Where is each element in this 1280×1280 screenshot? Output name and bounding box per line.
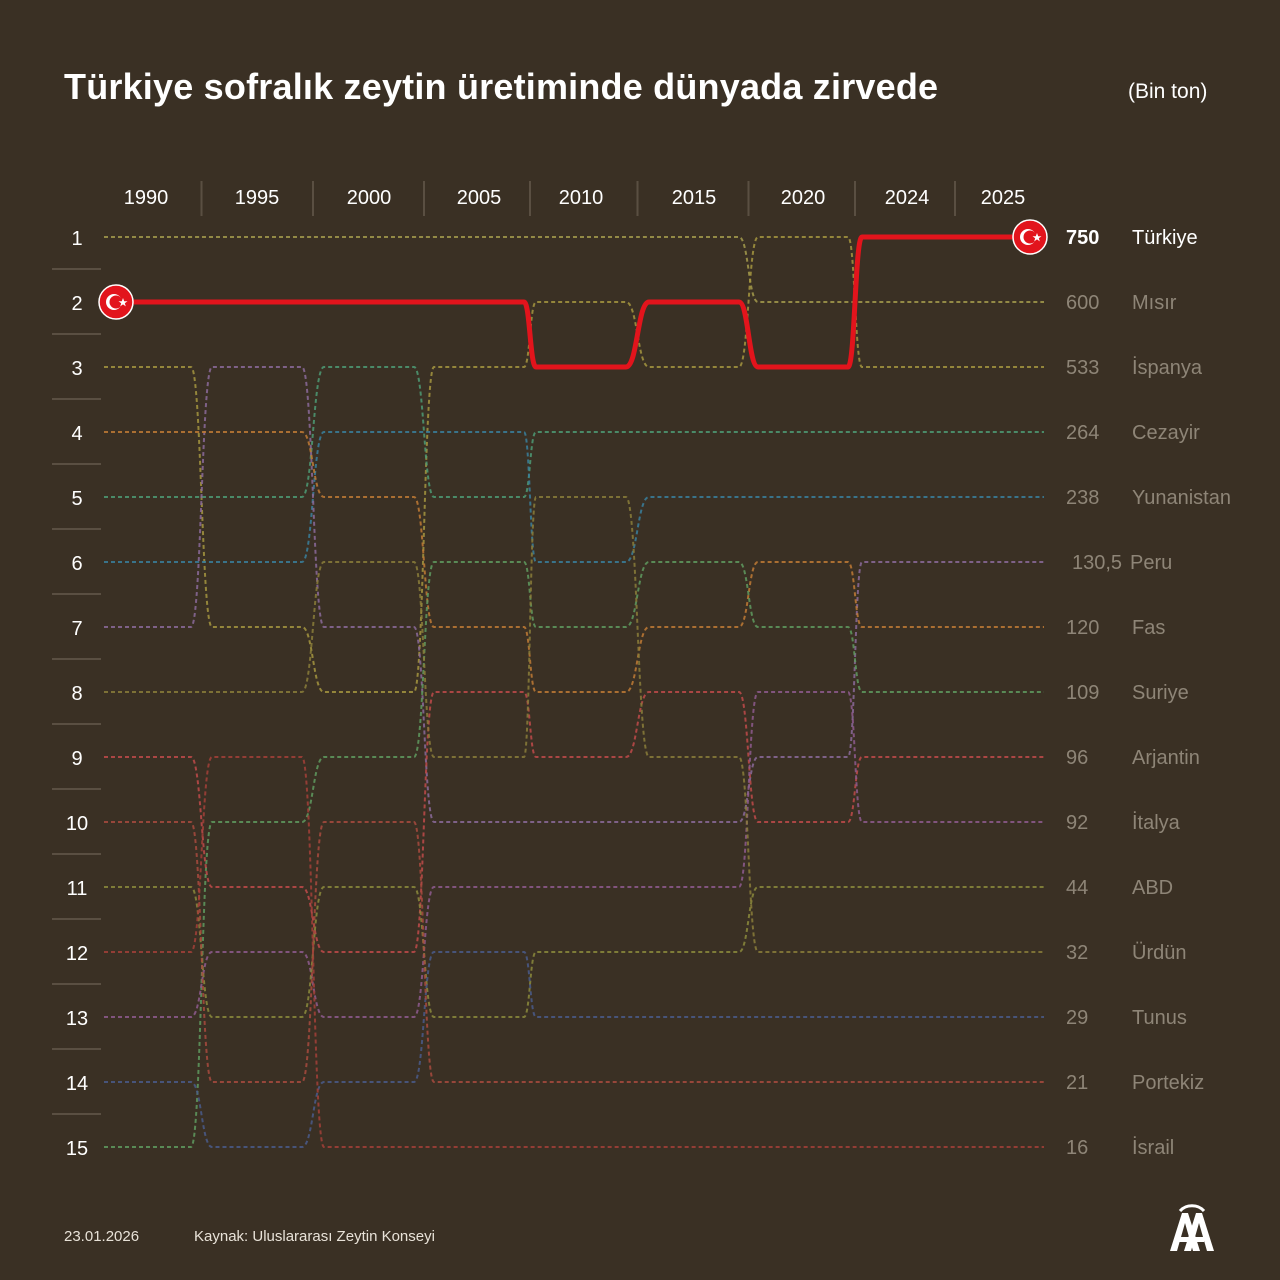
rank-label: 4 bbox=[71, 423, 82, 445]
series-line bbox=[104, 821, 1044, 1083]
series-value: 120 bbox=[1066, 617, 1099, 639]
unit-label: (Bin ton) bbox=[1128, 80, 1208, 103]
rank-label: 12 bbox=[66, 943, 88, 965]
series-line bbox=[104, 691, 1044, 1018]
series-value: 32 bbox=[1066, 942, 1088, 964]
series-name: Portekiz bbox=[1132, 1072, 1204, 1094]
series-name: Ürdün bbox=[1132, 942, 1186, 964]
series-line bbox=[104, 886, 1044, 1018]
series-value: 264 bbox=[1066, 422, 1099, 444]
flag-star bbox=[1032, 233, 1042, 242]
series-line bbox=[104, 756, 1044, 1149]
series-value: 29 bbox=[1066, 1007, 1088, 1029]
series-value: 130,5 bbox=[1072, 552, 1122, 574]
year-label: 2020 bbox=[781, 187, 826, 209]
series-value: 600 bbox=[1066, 292, 1099, 314]
series-value: 96 bbox=[1066, 747, 1088, 769]
chart-title: Türkiye sofralık zeytin üretiminde dünya… bbox=[64, 66, 939, 107]
year-label: 2025 bbox=[981, 187, 1026, 209]
series-line bbox=[104, 951, 1044, 1148]
series-name: Mısır bbox=[1132, 292, 1177, 314]
series-value: 16 bbox=[1066, 1137, 1088, 1159]
rank-label: 2 bbox=[71, 293, 82, 315]
series-line bbox=[104, 430, 1044, 693]
year-label: 2010 bbox=[559, 187, 604, 209]
series-name: İtalya bbox=[1132, 811, 1181, 834]
footer-source: Kaynak: Uluslararası Zeytin Konseyi bbox=[194, 1228, 435, 1245]
rank-label: 15 bbox=[66, 1138, 88, 1160]
series-value: 750 bbox=[1066, 227, 1099, 249]
rank-label: 14 bbox=[66, 1073, 88, 1095]
series-line bbox=[104, 236, 1044, 303]
rank-label: 5 bbox=[71, 488, 82, 510]
series-name: Arjantin bbox=[1132, 747, 1200, 769]
rank-label: 7 bbox=[71, 618, 82, 640]
series-line bbox=[104, 236, 1044, 693]
series-value: 533 bbox=[1066, 357, 1099, 379]
series-value: 92 bbox=[1066, 812, 1088, 834]
rank-label: 8 bbox=[71, 683, 82, 705]
aa-logo-icon bbox=[1170, 1204, 1214, 1251]
series-line bbox=[104, 496, 1044, 954]
series-line-highlight bbox=[104, 234, 1044, 370]
rank-label: 6 bbox=[71, 553, 82, 575]
year-label: 2024 bbox=[885, 187, 930, 209]
year-label: 1995 bbox=[235, 187, 280, 209]
series-name: Suriye bbox=[1132, 682, 1189, 704]
footer-date: 23.01.2026 bbox=[64, 1228, 140, 1245]
series-line bbox=[104, 430, 1044, 563]
series-name: ABD bbox=[1132, 877, 1173, 899]
series-line bbox=[104, 366, 1044, 499]
series-name: İsrail bbox=[1132, 1136, 1174, 1159]
series-name: İspanya bbox=[1132, 356, 1203, 379]
year-label: 2005 bbox=[457, 187, 502, 209]
series-value: 44 bbox=[1066, 877, 1088, 899]
flag-star bbox=[118, 298, 128, 307]
series-name: Fas bbox=[1132, 617, 1165, 639]
series-name: Yunanistan bbox=[1132, 487, 1231, 509]
rank-label: 10 bbox=[66, 813, 88, 835]
year-label: 1990 bbox=[124, 187, 169, 209]
year-label: 2000 bbox=[347, 187, 392, 209]
rank-label: 11 bbox=[67, 878, 88, 900]
series-name: Peru bbox=[1130, 552, 1172, 574]
series-value: 109 bbox=[1066, 682, 1099, 704]
series-line bbox=[104, 691, 1044, 953]
series-line bbox=[104, 366, 1044, 823]
rank-label: 3 bbox=[71, 358, 82, 380]
series-name: Türkiye bbox=[1132, 227, 1198, 249]
series-value: 21 bbox=[1066, 1072, 1088, 1094]
rank-label: 13 bbox=[66, 1008, 88, 1030]
flag-crescent-cut bbox=[109, 295, 123, 309]
series-name: Cezayir bbox=[1132, 422, 1200, 444]
bump-chart: 1990 1995 2000 2005 2010 2015 2020 2024 20251234… bbox=[52, 181, 1231, 1160]
year-label: 2015 bbox=[672, 187, 717, 209]
rank-label: 1 bbox=[71, 228, 82, 250]
rank-label: 9 bbox=[71, 748, 82, 770]
flag-crescent-cut bbox=[1023, 230, 1037, 244]
series-value: 238 bbox=[1066, 487, 1099, 509]
series-name: Tunus bbox=[1132, 1007, 1187, 1029]
series-line bbox=[104, 561, 1044, 1148]
